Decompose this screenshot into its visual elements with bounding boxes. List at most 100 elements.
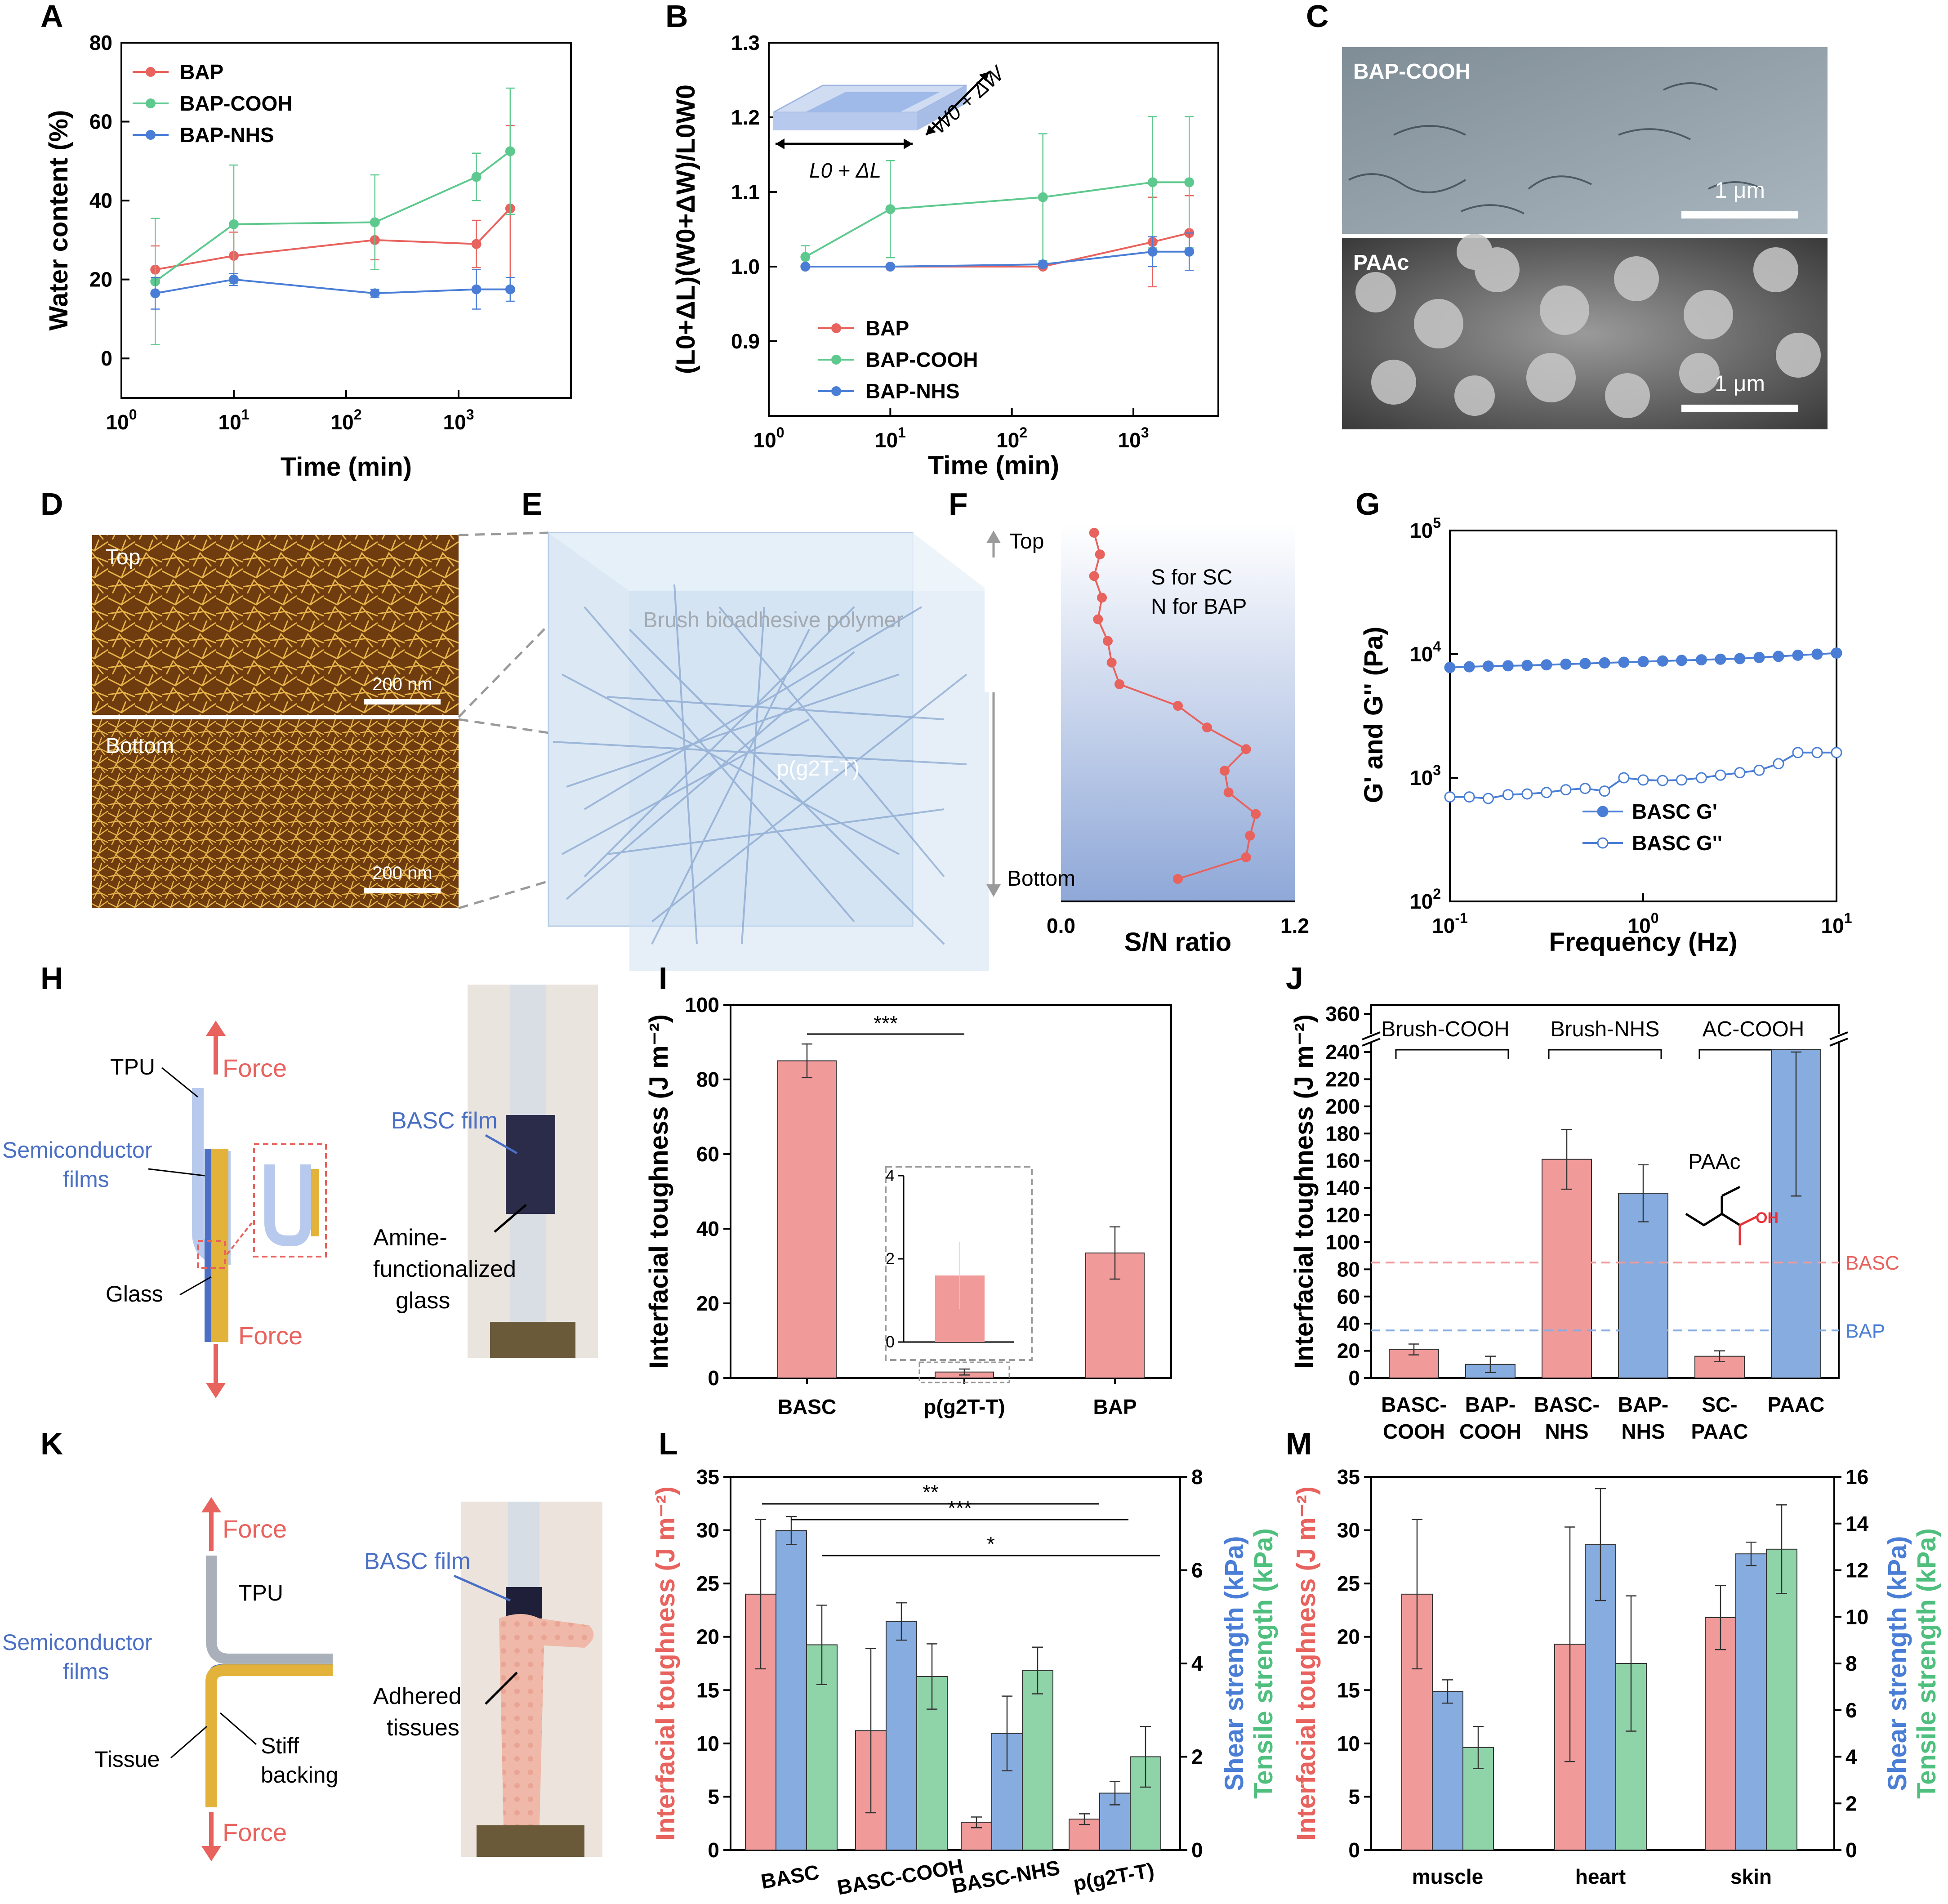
data-point bbox=[1734, 767, 1746, 779]
data-point bbox=[1773, 758, 1784, 770]
data-point bbox=[1147, 246, 1158, 257]
panel-c-sem-bottom-particles bbox=[1355, 234, 1821, 418]
panel-g-legend: BASC G' BASC G'' bbox=[1582, 800, 1722, 855]
panel-e-cube-top bbox=[548, 533, 989, 591]
data-point bbox=[1695, 654, 1707, 666]
panel-h-force-bottom-label: Force bbox=[238, 1321, 303, 1350]
bar-basc-nhs bbox=[1542, 1159, 1592, 1378]
x-tick-label: BASC bbox=[778, 1395, 836, 1418]
x-tick-label: BASC-NHS bbox=[950, 1856, 1061, 1898]
bar-shear-strength bbox=[886, 1621, 917, 1850]
x-tick-label: BAP- bbox=[1465, 1393, 1516, 1416]
series-line-bap bbox=[805, 232, 1190, 268]
x-tick-label: BAP bbox=[1093, 1395, 1137, 1418]
panel-i-bars: *** bbox=[777, 1012, 1145, 1378]
data-point bbox=[1715, 769, 1726, 781]
panel-h-zoom-inset bbox=[253, 1143, 327, 1257]
y-tick-label: 25 bbox=[1337, 1572, 1360, 1595]
data-point bbox=[1560, 784, 1572, 796]
data-point bbox=[1114, 679, 1124, 689]
legend-label: BAP-NHS bbox=[180, 123, 274, 147]
data-point bbox=[1541, 659, 1552, 671]
bar-basc bbox=[777, 1060, 837, 1378]
data-point bbox=[1095, 549, 1105, 560]
panel-m-ylabel-right-shear: Shear strength (kPa) bbox=[1883, 1536, 1912, 1791]
x-tick-label: BASC- bbox=[1534, 1393, 1600, 1416]
panel-b-ylabel: (L0+ΔL)(W0+ΔW)/L0W0 bbox=[671, 85, 700, 374]
data-point bbox=[1734, 653, 1746, 664]
data-point bbox=[1089, 528, 1099, 538]
legend-marker bbox=[146, 98, 156, 108]
inset-y-tick-label: 4 bbox=[886, 1166, 895, 1185]
data-point bbox=[1637, 774, 1649, 786]
significance-label: *** bbox=[874, 1012, 898, 1035]
panel-g-ylabel: G' and G'' (Pa) bbox=[1359, 627, 1388, 803]
x-tick-label: NHS bbox=[1545, 1420, 1588, 1443]
data-point bbox=[1202, 722, 1212, 733]
panel-k-tpu-label: TPU bbox=[238, 1580, 283, 1605]
x-tick-label: p(g2T-T) bbox=[1071, 1858, 1156, 1895]
significance-label: * bbox=[987, 1532, 995, 1556]
data-point bbox=[1618, 656, 1630, 668]
data-point bbox=[1657, 655, 1668, 667]
y2-tick-label: 4 bbox=[1845, 1745, 1857, 1769]
data-point bbox=[1147, 177, 1158, 187]
y-tick-label: 1.1 bbox=[731, 180, 760, 204]
panel-h-amine-label-3: glass bbox=[396, 1288, 450, 1314]
y2-tick-label: 6 bbox=[1845, 1699, 1857, 1722]
data-point bbox=[1251, 809, 1261, 819]
panel-a-axes: 100 101 102 103 0 20 40 60 80 bbox=[89, 31, 474, 434]
panel-e-semiconductor-label: p(g2T-T) bbox=[777, 757, 860, 780]
legend-label: BASC G'' bbox=[1632, 831, 1722, 855]
panel-f-axes: 0.0 1.2 bbox=[1047, 914, 1309, 937]
data-point bbox=[370, 288, 380, 299]
data-point bbox=[1463, 661, 1475, 673]
panel-k-adhered-label-1: Adhered bbox=[373, 1683, 462, 1709]
panel-m-bars bbox=[1401, 1488, 1797, 1851]
panel-g-xlabel: Frequency (Hz) bbox=[1549, 927, 1738, 957]
data-point bbox=[885, 262, 896, 272]
panel-g-series bbox=[1444, 647, 1842, 804]
panel-d-connector-lines bbox=[458, 531, 549, 910]
data-point bbox=[1657, 775, 1668, 786]
data-point bbox=[1502, 789, 1514, 801]
panel-c-sem-top-image bbox=[1342, 47, 1828, 234]
x-tick-label: BASC bbox=[759, 1860, 821, 1893]
legend-marker bbox=[1597, 806, 1609, 817]
data-point bbox=[1482, 793, 1494, 804]
panel-j-paac-structure: PAAc OH bbox=[1685, 1150, 1779, 1245]
data-point bbox=[1245, 830, 1255, 841]
reference-label-bap: BAP bbox=[1845, 1320, 1885, 1342]
y-tick-label: 0 bbox=[1348, 1838, 1360, 1862]
data-point bbox=[800, 252, 811, 262]
series-line-bap-nhs bbox=[155, 278, 510, 294]
x-tick-label: 102 bbox=[996, 424, 1027, 452]
y-tick-label: 40 bbox=[696, 1217, 719, 1240]
y-tick-label: 5 bbox=[708, 1785, 719, 1808]
y-tick-label: 80 bbox=[696, 1068, 719, 1091]
data-point bbox=[1579, 658, 1591, 669]
panel-j-bars: BASC BAP bbox=[1371, 1048, 1899, 1379]
panel-f-note-bap: N for BAP bbox=[1151, 595, 1247, 619]
data-point bbox=[1103, 636, 1113, 646]
y-tick-label: 180 bbox=[1325, 1122, 1360, 1145]
panel-j-group-ac-cooh: AC-COOH bbox=[1703, 1017, 1805, 1041]
y2-tick-label: 14 bbox=[1845, 1512, 1869, 1535]
x-tick-label: 100 bbox=[106, 406, 137, 434]
y-tick-label: 120 bbox=[1325, 1204, 1360, 1227]
data-point bbox=[229, 274, 239, 285]
panel-c-letter: C bbox=[1306, 0, 1329, 34]
panel-m: M 0 5 10 15 20 25 30 35 0 2 4 6 8 10 12 14 16 muscle heart… bbox=[1286, 1426, 1941, 1888]
panel-h-tpu-leader bbox=[161, 1067, 198, 1098]
y-tick-label: 15 bbox=[696, 1678, 719, 1702]
panel-d-bottom-label: Bottom bbox=[106, 734, 174, 758]
data-point bbox=[1753, 651, 1765, 663]
y2-tick-label: 12 bbox=[1845, 1559, 1868, 1582]
panel-k-basc-film-leader bbox=[453, 1574, 511, 1602]
legend-marker bbox=[1597, 837, 1609, 849]
panel-k-photo-clamp bbox=[477, 1825, 584, 1857]
panel-d-top-scale-label: 200 nm bbox=[372, 674, 432, 694]
panel-m-axes: 0 5 10 15 20 25 30 35 0 2 4 6 8 10 12 14 16 muscle heart sk… bbox=[1337, 1465, 1869, 1888]
x-tick-label: BASC- bbox=[1381, 1393, 1447, 1416]
panel-a-legend: BAP BAP-COOH BAP-NHS bbox=[133, 60, 292, 147]
